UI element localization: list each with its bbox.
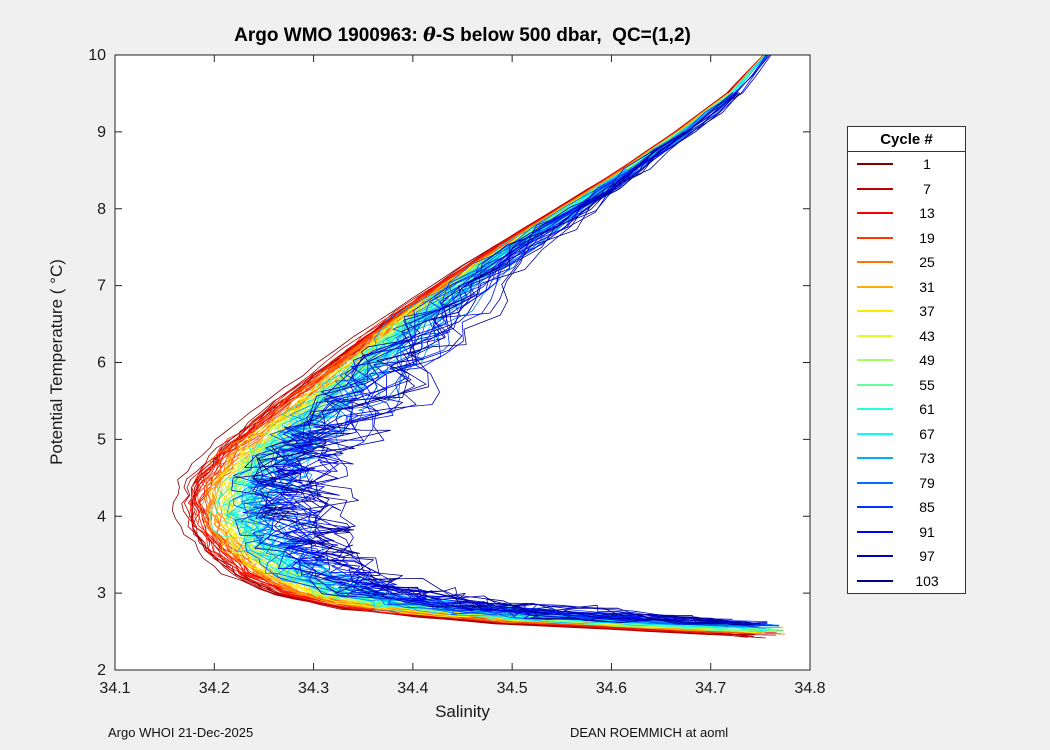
legend-entry: 49 bbox=[848, 348, 965, 373]
legend-cycle-label: 79 bbox=[919, 474, 935, 491]
x-tick-label: 34.8 bbox=[794, 680, 825, 697]
profile-line-cycle-87 bbox=[254, 167, 768, 622]
legend-entry: 67 bbox=[848, 422, 965, 447]
legend-cycle-label: 91 bbox=[919, 523, 935, 540]
chart-title-suffix: -S below 500 dbar, QC=(1,2) bbox=[435, 25, 691, 46]
legend-cycle-label: 43 bbox=[919, 327, 935, 344]
legend-line-sample bbox=[857, 506, 893, 509]
y-tick-label: 10 bbox=[88, 47, 106, 64]
legend-line-sample bbox=[857, 236, 893, 239]
legend-entry: 13 bbox=[848, 201, 965, 226]
legend-cycle-label: 13 bbox=[919, 205, 935, 222]
legend-entry: 1 bbox=[848, 152, 965, 177]
legend-line-sample bbox=[857, 261, 893, 264]
profile-line-cycle-16 bbox=[188, 54, 764, 634]
legend-cycle-label: 37 bbox=[919, 303, 935, 320]
profile-line-cycle-100 bbox=[262, 131, 723, 624]
legend-line-sample bbox=[857, 555, 893, 558]
x-tick-label: 34.7 bbox=[695, 680, 726, 697]
legend-line-sample bbox=[857, 481, 893, 484]
legend-entry: 55 bbox=[848, 373, 965, 398]
legend-cycle-label: 55 bbox=[919, 376, 935, 393]
legend-entry: 37 bbox=[848, 299, 965, 324]
legend-entry: 7 bbox=[848, 177, 965, 202]
legend-line-sample bbox=[857, 163, 893, 166]
x-tick-label: 34.4 bbox=[397, 680, 428, 697]
legend-line-sample bbox=[857, 285, 893, 288]
legend-entry: 73 bbox=[848, 446, 965, 471]
legend-cycle-label: 61 bbox=[919, 401, 935, 418]
x-tick-label: 34.2 bbox=[199, 680, 230, 697]
y-tick-label: 8 bbox=[97, 201, 106, 218]
legend-entry: 25 bbox=[848, 250, 965, 275]
profile-line-cycle-99 bbox=[259, 168, 733, 622]
legend-entry: 103 bbox=[848, 569, 965, 594]
theta-symbol: θ bbox=[423, 24, 436, 46]
legend-line-sample bbox=[857, 310, 893, 313]
legend-line-sample bbox=[857, 432, 893, 435]
legend-entry: 79 bbox=[848, 471, 965, 496]
legend-cycle-label: 31 bbox=[919, 278, 935, 295]
legend-cycle-label: 1 bbox=[923, 156, 931, 173]
legend-line-sample bbox=[857, 579, 893, 582]
legend-cycle-label: 73 bbox=[919, 450, 935, 467]
legend-line-sample bbox=[857, 187, 893, 190]
x-axis-label: Salinity bbox=[435, 702, 490, 721]
profile-line-cycle-103 bbox=[251, 91, 761, 626]
legend-entry: 97 bbox=[848, 544, 965, 569]
legend-line-sample bbox=[857, 334, 893, 337]
x-tick-label: 34.6 bbox=[596, 680, 627, 697]
plot-background bbox=[115, 55, 810, 670]
x-tick-label: 34.3 bbox=[298, 680, 329, 697]
legend-entry: 91 bbox=[848, 520, 965, 545]
profile-line-cycle-102 bbox=[255, 92, 751, 624]
legend-cycle-label: 19 bbox=[919, 229, 935, 246]
y-tick-label: 2 bbox=[97, 662, 106, 679]
profile-line-cycle-78 bbox=[274, 93, 764, 626]
footer-right: DEAN ROEMMICH at aoml bbox=[570, 725, 729, 740]
legend-line-sample bbox=[857, 212, 893, 215]
legend-cycle-label: 97 bbox=[919, 548, 935, 565]
legend-entry: 43 bbox=[848, 324, 965, 349]
legend-entry: 61 bbox=[848, 397, 965, 422]
legend: Cycle # 1 7 13 19 25 31 37 43 49 55 61 67 73 79 85 91 97… bbox=[847, 126, 966, 594]
legend-line-sample bbox=[857, 457, 893, 460]
y-tick-label: 5 bbox=[97, 431, 106, 448]
profile-line-cycle-97 bbox=[282, 54, 772, 624]
legend-cycle-label: 85 bbox=[919, 499, 935, 516]
y-tick-label: 4 bbox=[97, 508, 106, 525]
legend-line-sample bbox=[857, 383, 893, 386]
profile-lines bbox=[171, 54, 785, 639]
x-tick-label: 34.5 bbox=[497, 680, 528, 697]
legend-cycle-label: 103 bbox=[915, 572, 939, 589]
legend-entry: 85 bbox=[848, 495, 965, 520]
y-tick-label: 7 bbox=[97, 278, 106, 295]
legend-cycle-label: 7 bbox=[923, 180, 931, 197]
legend-entries: 1 7 13 19 25 31 37 43 49 55 61 67 73 79 85 91 97 103 bbox=[848, 152, 965, 593]
legend-cycle-label: 25 bbox=[919, 254, 935, 271]
legend-cycle-label: 49 bbox=[919, 352, 935, 369]
y-tick-label: 6 bbox=[97, 355, 106, 372]
legend-line-sample bbox=[857, 359, 893, 362]
legend-entry: 19 bbox=[848, 226, 965, 251]
chart-title-prefix: Argo WMO 1900963: bbox=[234, 25, 424, 46]
y-axis-label: Potential Temperature ( °C) bbox=[47, 259, 66, 465]
legend-title: Cycle # bbox=[848, 127, 965, 152]
profile-line-cycle-101 bbox=[253, 92, 734, 623]
x-tick-label: 34.1 bbox=[99, 680, 130, 697]
y-tick-label: 3 bbox=[97, 585, 106, 602]
y-tick-label: 9 bbox=[97, 124, 106, 141]
footer-left: Argo WHOI 21-Dec-2025 bbox=[108, 725, 254, 740]
profile-line-cycle-98 bbox=[244, 132, 715, 621]
chart-title: Argo WMO 1900963: θ-S below 500 dbar, QC… bbox=[115, 24, 810, 47]
legend-entry: 31 bbox=[848, 275, 965, 300]
legend-line-sample bbox=[857, 530, 893, 533]
legend-cycle-label: 67 bbox=[919, 425, 935, 442]
legend-line-sample bbox=[857, 408, 893, 411]
